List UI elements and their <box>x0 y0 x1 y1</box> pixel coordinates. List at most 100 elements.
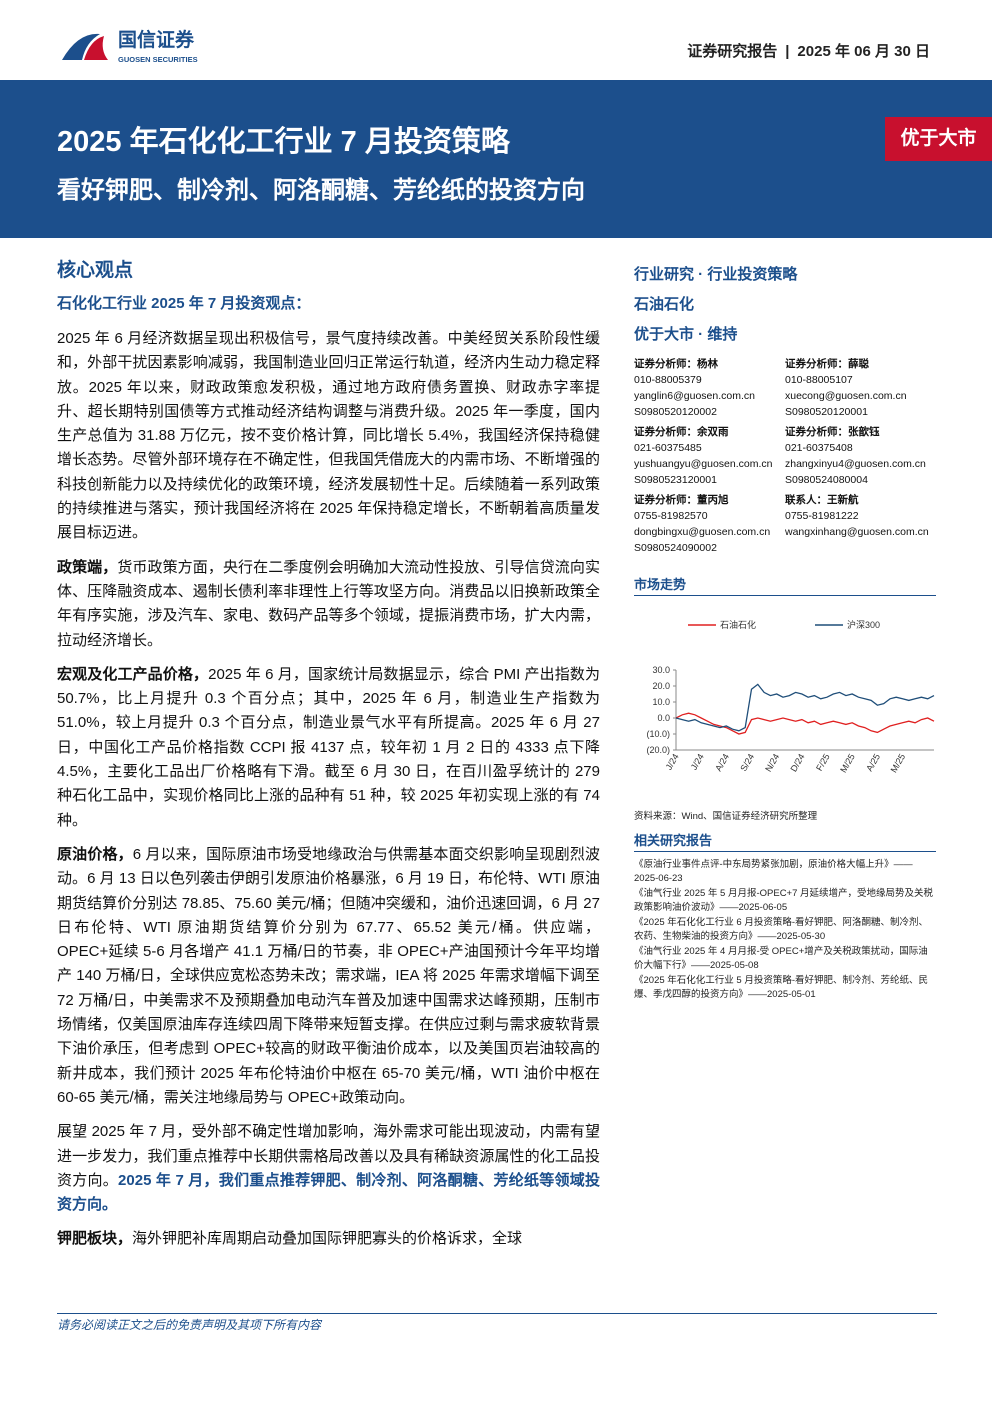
analyst: 证券分析师：杨林 010-88005379 yanglin6@guosen.com.… <box>634 356 785 420</box>
analyst-phone: 021-60375485 <box>634 442 702 454</box>
related-report: 《油气行业 2025 年 5 月月报-OPEC+7 月延续增产，受地缘局势及关税… <box>634 887 936 914</box>
x-tick-label: M/25 <box>889 752 908 774</box>
paragraph-text: 2025 年 6 月经济数据呈现出积极信号，景气度持续改善。中美经贸关系阶段性缓… <box>57 330 600 542</box>
analyst-cert: S0980524090002 <box>634 542 717 554</box>
side-column: 行业研究 · 行业投资策略 石油石化 优于大市 · 维持 证券分析师：杨林 010-8… <box>634 260 936 1003</box>
logo-mark <box>84 36 108 60</box>
y-tick-label: (10.0) <box>646 729 670 739</box>
report-type: 证券研究报告 <box>687 43 778 60</box>
related-report: 《2025 年石化化工行业 5 月投资策略-看好钾肥、制冷剂、芳纶纸、民爆、季戊… <box>634 974 936 1001</box>
paragraph-lead: 宏观及化工产品价格， <box>57 665 209 683</box>
company-name: 国信证券 <box>118 28 195 51</box>
related-title: 《原油行业事件点评-中东局势紧张加剧，原油价格大幅上升》 <box>634 859 894 870</box>
report-date: 2025 年 06 月 30 日 <box>797 43 930 60</box>
analyst-phone: 010-88005107 <box>785 374 853 386</box>
paragraph-emphasis: 2025 年 7 月，我们重点推荐钾肥、制冷剂、阿洛酮糖、芳纶纸等领域投资方向。 <box>57 1171 600 1214</box>
analyst-phone: 0755-81982570 <box>634 510 708 522</box>
paragraph: 展望 2025 年 7 月，受外部不确定性增加影响，海外需求可能出现波动，内需有… <box>57 1120 600 1217</box>
analyst-cert: S0980520120002 <box>634 406 717 418</box>
x-tick-label: N/24 <box>763 752 781 773</box>
section-heading: 核心观点 <box>57 260 134 281</box>
paragraph: 钾肥板块，海外钾肥补库周期启动叠加国际钾肥寡头的价格诉求，全球 <box>57 1227 600 1251</box>
section-subheading: 石化化工行业 2025 年 7 月投资观点： <box>57 295 311 312</box>
analyst-phone: 021-60375408 <box>785 442 853 454</box>
market-title: 市场走势 <box>634 574 936 596</box>
analyst-cert: S0980520120001 <box>785 406 868 418</box>
rating-badge: 优于大市 <box>885 117 992 161</box>
y-tick-label: 30.0 <box>652 665 670 675</box>
paragraph-text: 货币政策方面，央行在二季度例会明确加大流动性投放、引导信贷流向实体、压降融资成本… <box>57 558 600 649</box>
tag: 优于大市 · 维持 <box>634 326 738 343</box>
related-date: ——2025-06-23 <box>634 859 913 884</box>
analyst-email: wangxinhang@guosen.com.cn <box>785 526 929 538</box>
analyst: 证券分析师：薛聪 010-88005107 xuecong@guosen.com.c… <box>785 356 936 420</box>
x-tick-label: J/24 <box>689 752 706 772</box>
x-tick-label: A/25 <box>864 752 882 773</box>
related-date: ——2025-05-30 <box>757 930 826 942</box>
analyst-email: xuecong@guosen.com.cn <box>785 390 907 402</box>
paragraph: 2025 年 6 月经济数据呈现出积极信号，景气度持续改善。中美经贸关系阶段性缓… <box>57 327 600 546</box>
x-tick-label: D/24 <box>788 752 806 773</box>
analyst-role: 证券分析师：张歆钰 <box>785 426 880 438</box>
paragraph: 原油价格，6 月以来，国际原油市场受地缘政治与供需基本面交织影响呈现剧烈波动。6… <box>57 843 600 1110</box>
analyst-role: 联系人：王新航 <box>785 494 859 506</box>
series-line <box>675 712 935 735</box>
x-tick-label: A/24 <box>713 752 731 773</box>
analyst: 联系人：王新航 0755-81981222 wangxinhang@guosen.c… <box>785 492 936 556</box>
analyst: 证券分析师：张歆钰 021-60375408 zhangxinyu4@guosen.… <box>785 424 936 488</box>
related-title: 《2025 年石化化工行业 5 月投资策略-看好钾肥、制冷剂、芳纶纸、民爆、季戊… <box>634 975 928 1000</box>
main-column: 核心观点 石化化工行业 2025 年 7 月投资观点： 2025 年 6 月经济… <box>57 255 600 1313</box>
related-report: 《2025 年石化化工行业 6 月投资策略-看好钾肥、阿洛酮糖、制冷剂、农药、生… <box>634 916 936 943</box>
market-chart: 石油石化 沪深300 30.0 20.0 10.0 0.0 (10.0) (20.0) J/24… <box>646 619 935 774</box>
related-title: 《油气行业 2025 年 4 月月报-受 OPEC+增产及关税政策扰动，国际油价… <box>634 946 928 971</box>
legend-label: 石油石化 <box>720 619 756 630</box>
related-title: 《2025 年石化化工行业 6 月投资策略-看好钾肥、阿洛酮糖、制冷剂、农药、生… <box>634 917 928 942</box>
tags: 行业研究 · 行业投资策略 石油石化优于大市 · 维持 <box>634 260 936 350</box>
analyst-role: 证券分析师：董丙旭 <box>634 494 729 506</box>
related-date: ——2025-05-01 <box>748 988 816 1000</box>
disclaimer: 请务必阅读正文之后的免责声明及其项下所有内容 <box>57 1313 937 1333</box>
paragraph-text: 展望 2025 年 7 月，受外部不确定性增加影响，海外需求可能出现波动，内需有… <box>57 1123 600 1189</box>
analyst-email: yanglin6@guosen.com.cn <box>634 390 755 402</box>
paragraph: 宏观及化工产品价格，2025 年 6 月，国家统计局数据显示，综合 PMI 产出… <box>57 663 600 833</box>
paragraph: 政策端，货币政策方面，央行在二季度例会明确加大流动性投放、引导信贷流向实体、压降… <box>57 556 600 653</box>
related-title: 《油气行业 2025 年 5 月月报-OPEC+7 月延续增产，受地缘局势及关税… <box>634 888 934 913</box>
logo-mark <box>62 33 100 60</box>
x-tick-label: S/24 <box>738 752 756 773</box>
analyst-cert: S0980523120001 <box>634 474 717 486</box>
paragraph-lead: 原油价格， <box>57 845 133 863</box>
report-title: 2025 年石化化工行业 7 月投资策略 <box>57 126 510 158</box>
x-tick-label: M/25 <box>838 752 857 774</box>
y-tick-label: (20.0) <box>646 745 670 755</box>
paragraph-text: 海外钾肥补库周期启动叠加国际钾肥寡头的价格诉求，全球 <box>132 1230 523 1248</box>
analyst-phone: 010-88005379 <box>634 374 702 386</box>
paragraph-lead: 政策端， <box>57 558 118 576</box>
tag: 石油石化 <box>634 296 695 313</box>
related-reports: 《原油行业事件点评-中东局势紧张加剧，原油价格大幅上升》——2025-06-23… <box>634 858 936 1001</box>
related-report: 《油气行业 2025 年 4 月月报-受 OPEC+增产及关税政策扰动，国际油价… <box>634 945 936 972</box>
report-meta: 证券研究报告 | 2025 年 06 月 30 日 <box>687 40 930 61</box>
paragraph-lead: 钾肥板块， <box>57 1230 133 1248</box>
analyst-role: 证券分析师：杨林 <box>634 358 718 370</box>
y-tick-label: 0.0 <box>657 713 670 723</box>
analyst: 证券分析师：董丙旭 0755-81982570 dongbingxu@guosen.… <box>634 492 785 556</box>
analyst-email: yushuangyu@guosen.com.cn <box>634 458 773 470</box>
paragraph-text: 2025 年 6 月，国家统计局数据显示，综合 PMI 产出指数为 50.7%，… <box>57 665 600 829</box>
tag: 行业研究 · 行业投资策略 <box>634 266 798 283</box>
analyst-cert: S0980524080004 <box>785 474 868 486</box>
separator: | <box>785 43 790 60</box>
company-name-en: GUOSEN SECURITIES <box>118 55 198 64</box>
x-tick-label: F/25 <box>814 752 832 773</box>
related-title: 相关研究报告 <box>634 830 936 852</box>
related-report: 《原油行业事件点评-中东局势紧张加剧，原油价格大幅上升》——2025-06-23 <box>634 858 936 885</box>
chart-source: 资料来源：Wind、国信证券经济研究所整理 <box>634 811 818 822</box>
related-date: ——2025-05-08 <box>691 959 759 971</box>
analysts: 证券分析师：杨林 010-88005379 yanglin6@guosen.com.… <box>634 356 936 560</box>
paragraph-text: 6 月以来，国际原油市场受地缘政治与供需基本面交织影响呈现剧烈波动。6 月 13… <box>57 845 600 1106</box>
banner <box>0 80 992 238</box>
related-date: ——2025-06-05 <box>719 901 788 913</box>
analyst: 证券分析师：余双雨 021-60375485 yushuangyu@guosen.c… <box>634 424 785 488</box>
series-line <box>675 683 935 732</box>
y-tick-label: 10.0 <box>652 697 670 707</box>
